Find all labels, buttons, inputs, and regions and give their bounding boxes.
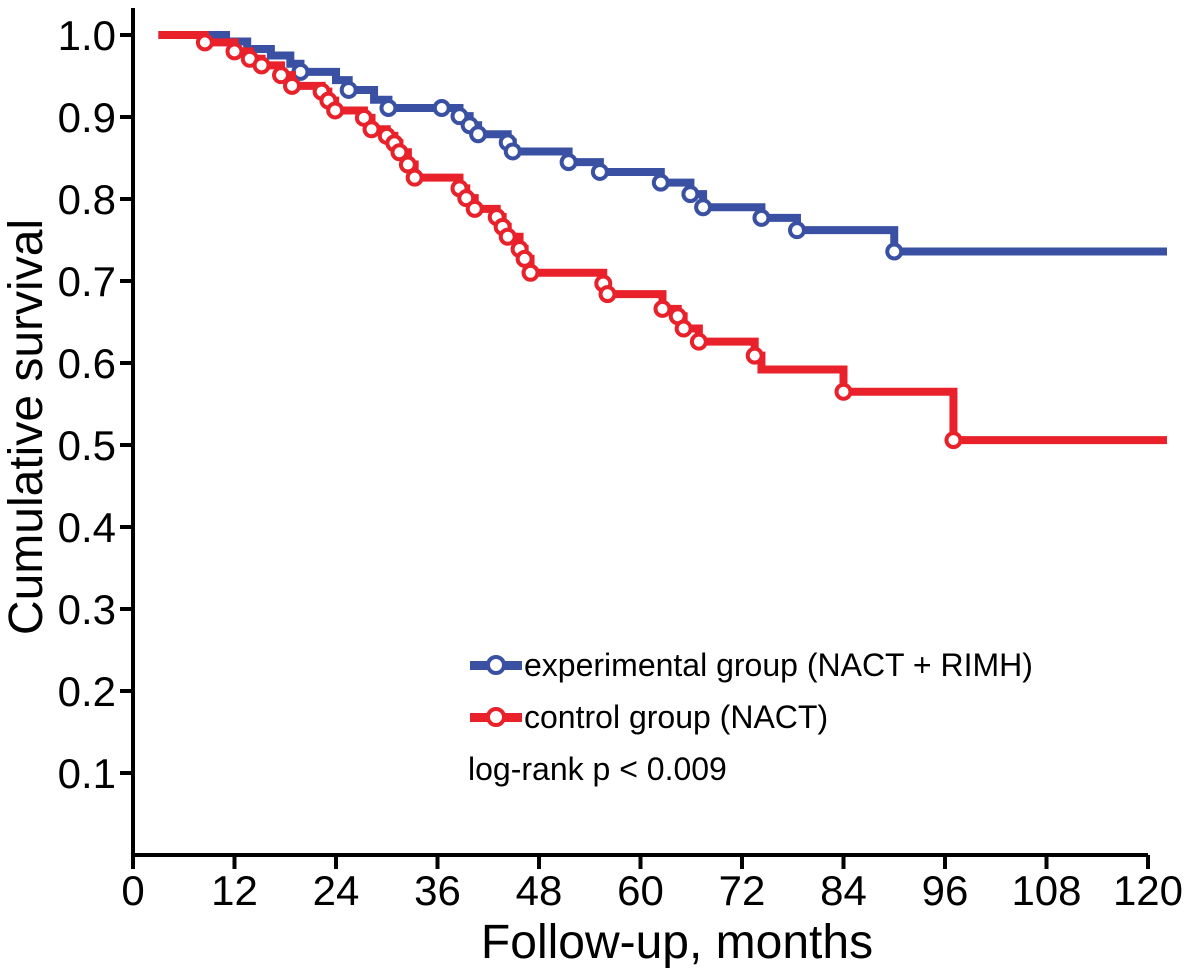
y-tick-label: 0.2 — [58, 668, 116, 715]
legend-label-control: control group (NACT) — [524, 699, 829, 735]
x-tick-label: 120 — [1113, 867, 1183, 914]
censor-marker-experimental — [559, 153, 578, 172]
censor-marker-control — [252, 56, 271, 75]
censor-marker-experimental — [885, 242, 904, 261]
legend-marker-experimental — [470, 655, 522, 675]
log-rank-annotation: log-rank p < 0.009 — [468, 751, 727, 787]
legend-marker-control — [470, 707, 522, 727]
censor-marker-control — [405, 168, 424, 187]
censor-marker-experimental — [681, 185, 700, 204]
x-tick-label: 12 — [211, 867, 258, 914]
legend-item-control: control group (NACT) — [470, 691, 1033, 743]
censor-marker-control — [944, 431, 963, 450]
censor-marker-experimental — [469, 125, 488, 144]
x-tick-label: 60 — [617, 867, 664, 914]
x-tick-label: 0 — [121, 867, 144, 914]
legend: experimental group (NACT + RIMH) control… — [468, 639, 1033, 795]
y-tick-label: 0.4 — [58, 504, 116, 551]
legend-label-experimental: experimental group (NACT + RIMH) — [524, 647, 1033, 683]
censor-marker-experimental — [503, 142, 522, 161]
x-tick-label: 24 — [313, 867, 360, 914]
censor-marker-control — [834, 382, 853, 401]
series-line-experimental — [158, 31, 1167, 256]
censor-marker-control — [674, 319, 693, 338]
censor-marker-control — [465, 199, 484, 218]
censor-marker-control — [326, 101, 345, 120]
censor-marker-control — [362, 120, 381, 139]
legend-item-experimental: experimental group (NACT + RIMH) — [470, 639, 1033, 691]
censor-marker-experimental — [590, 162, 609, 181]
censor-marker-control — [195, 33, 214, 52]
censor-marker-control — [272, 66, 291, 85]
y-tick-label: 0.6 — [58, 340, 116, 387]
y-tick-label: 0.9 — [58, 94, 116, 141]
series-line-control — [158, 31, 1167, 445]
censor-marker-control — [225, 42, 244, 61]
censor-circle-icon — [486, 655, 506, 675]
x-tick-label: 108 — [1011, 867, 1081, 914]
censor-marker-experimental — [752, 208, 771, 227]
y-tick-label: 0.5 — [58, 422, 116, 469]
censor-marker-control — [689, 332, 708, 351]
censor-marker-control — [598, 285, 617, 304]
y-tick-label: 1.0 — [58, 12, 116, 59]
x-tick-label: 84 — [820, 867, 867, 914]
censor-marker-control — [653, 299, 672, 318]
y-tick-label: 0.8 — [58, 176, 116, 223]
censor-marker-experimental — [787, 221, 806, 240]
censor-marker-experimental — [339, 80, 358, 99]
censor-marker-control — [745, 346, 764, 365]
censor-marker-control — [398, 155, 417, 174]
x-tick-label: 36 — [414, 867, 461, 914]
censor-marker-experimental — [694, 198, 713, 217]
y-axis-title: Cumulative survival — [0, 218, 53, 636]
censor-marker-experimental — [432, 98, 451, 117]
censor-marker-experimental — [379, 98, 398, 117]
censor-marker-control — [515, 249, 534, 268]
y-tick-label: 0.7 — [58, 258, 116, 305]
censor-circle-icon — [486, 707, 506, 727]
x-axis-title: Follow-up, months — [480, 916, 874, 969]
x-tick-label: 96 — [922, 867, 969, 914]
censor-marker-control — [283, 76, 302, 95]
y-tick-label: 0.3 — [58, 586, 116, 633]
censor-marker-control — [498, 227, 517, 246]
censor-marker-experimental — [651, 173, 670, 192]
x-tick-label: 72 — [719, 867, 766, 914]
censor-marker-control — [390, 143, 409, 162]
y-tick-label: 0.1 — [58, 750, 116, 797]
censor-marker-control — [521, 263, 540, 282]
x-tick-label: 48 — [516, 867, 563, 914]
